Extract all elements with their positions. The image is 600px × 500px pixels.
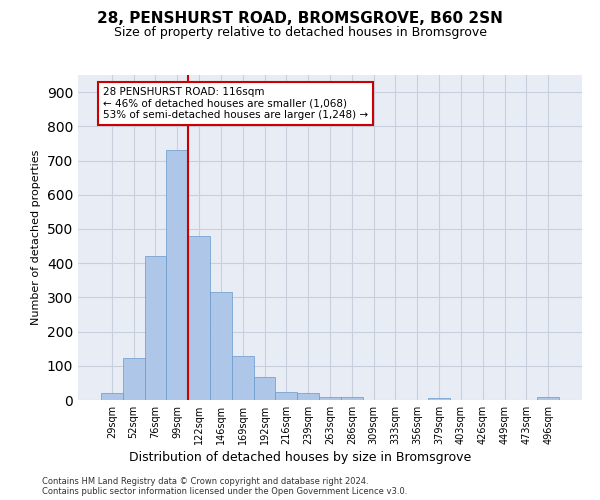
Bar	[188, 236, 210, 400]
Bar	[101, 393, 123, 400]
Bar	[341, 398, 363, 400]
Text: Size of property relative to detached houses in Bromsgrove: Size of property relative to detached ho…	[113, 26, 487, 39]
Y-axis label: Number of detached properties: Number of detached properties	[31, 150, 41, 325]
Bar	[297, 393, 319, 400]
Bar	[123, 358, 145, 400]
Bar	[145, 256, 166, 400]
Bar	[428, 398, 450, 400]
Bar	[275, 392, 297, 400]
Bar	[254, 377, 275, 400]
Text: 28, PENSHURST ROAD, BROMSGROVE, B60 2SN: 28, PENSHURST ROAD, BROMSGROVE, B60 2SN	[97, 11, 503, 26]
Bar	[210, 292, 232, 400]
Text: Distribution of detached houses by size in Bromsgrove: Distribution of detached houses by size …	[129, 451, 471, 464]
Bar	[232, 356, 254, 400]
Bar	[537, 398, 559, 400]
Text: Contains HM Land Registry data © Crown copyright and database right 2024.: Contains HM Land Registry data © Crown c…	[42, 477, 368, 486]
Text: Contains public sector information licensed under the Open Government Licence v3: Contains public sector information licen…	[42, 487, 407, 496]
Text: 28 PENSHURST ROAD: 116sqm
← 46% of detached houses are smaller (1,068)
53% of se: 28 PENSHURST ROAD: 116sqm ← 46% of detac…	[103, 87, 368, 120]
Bar	[319, 396, 341, 400]
Bar	[166, 150, 188, 400]
